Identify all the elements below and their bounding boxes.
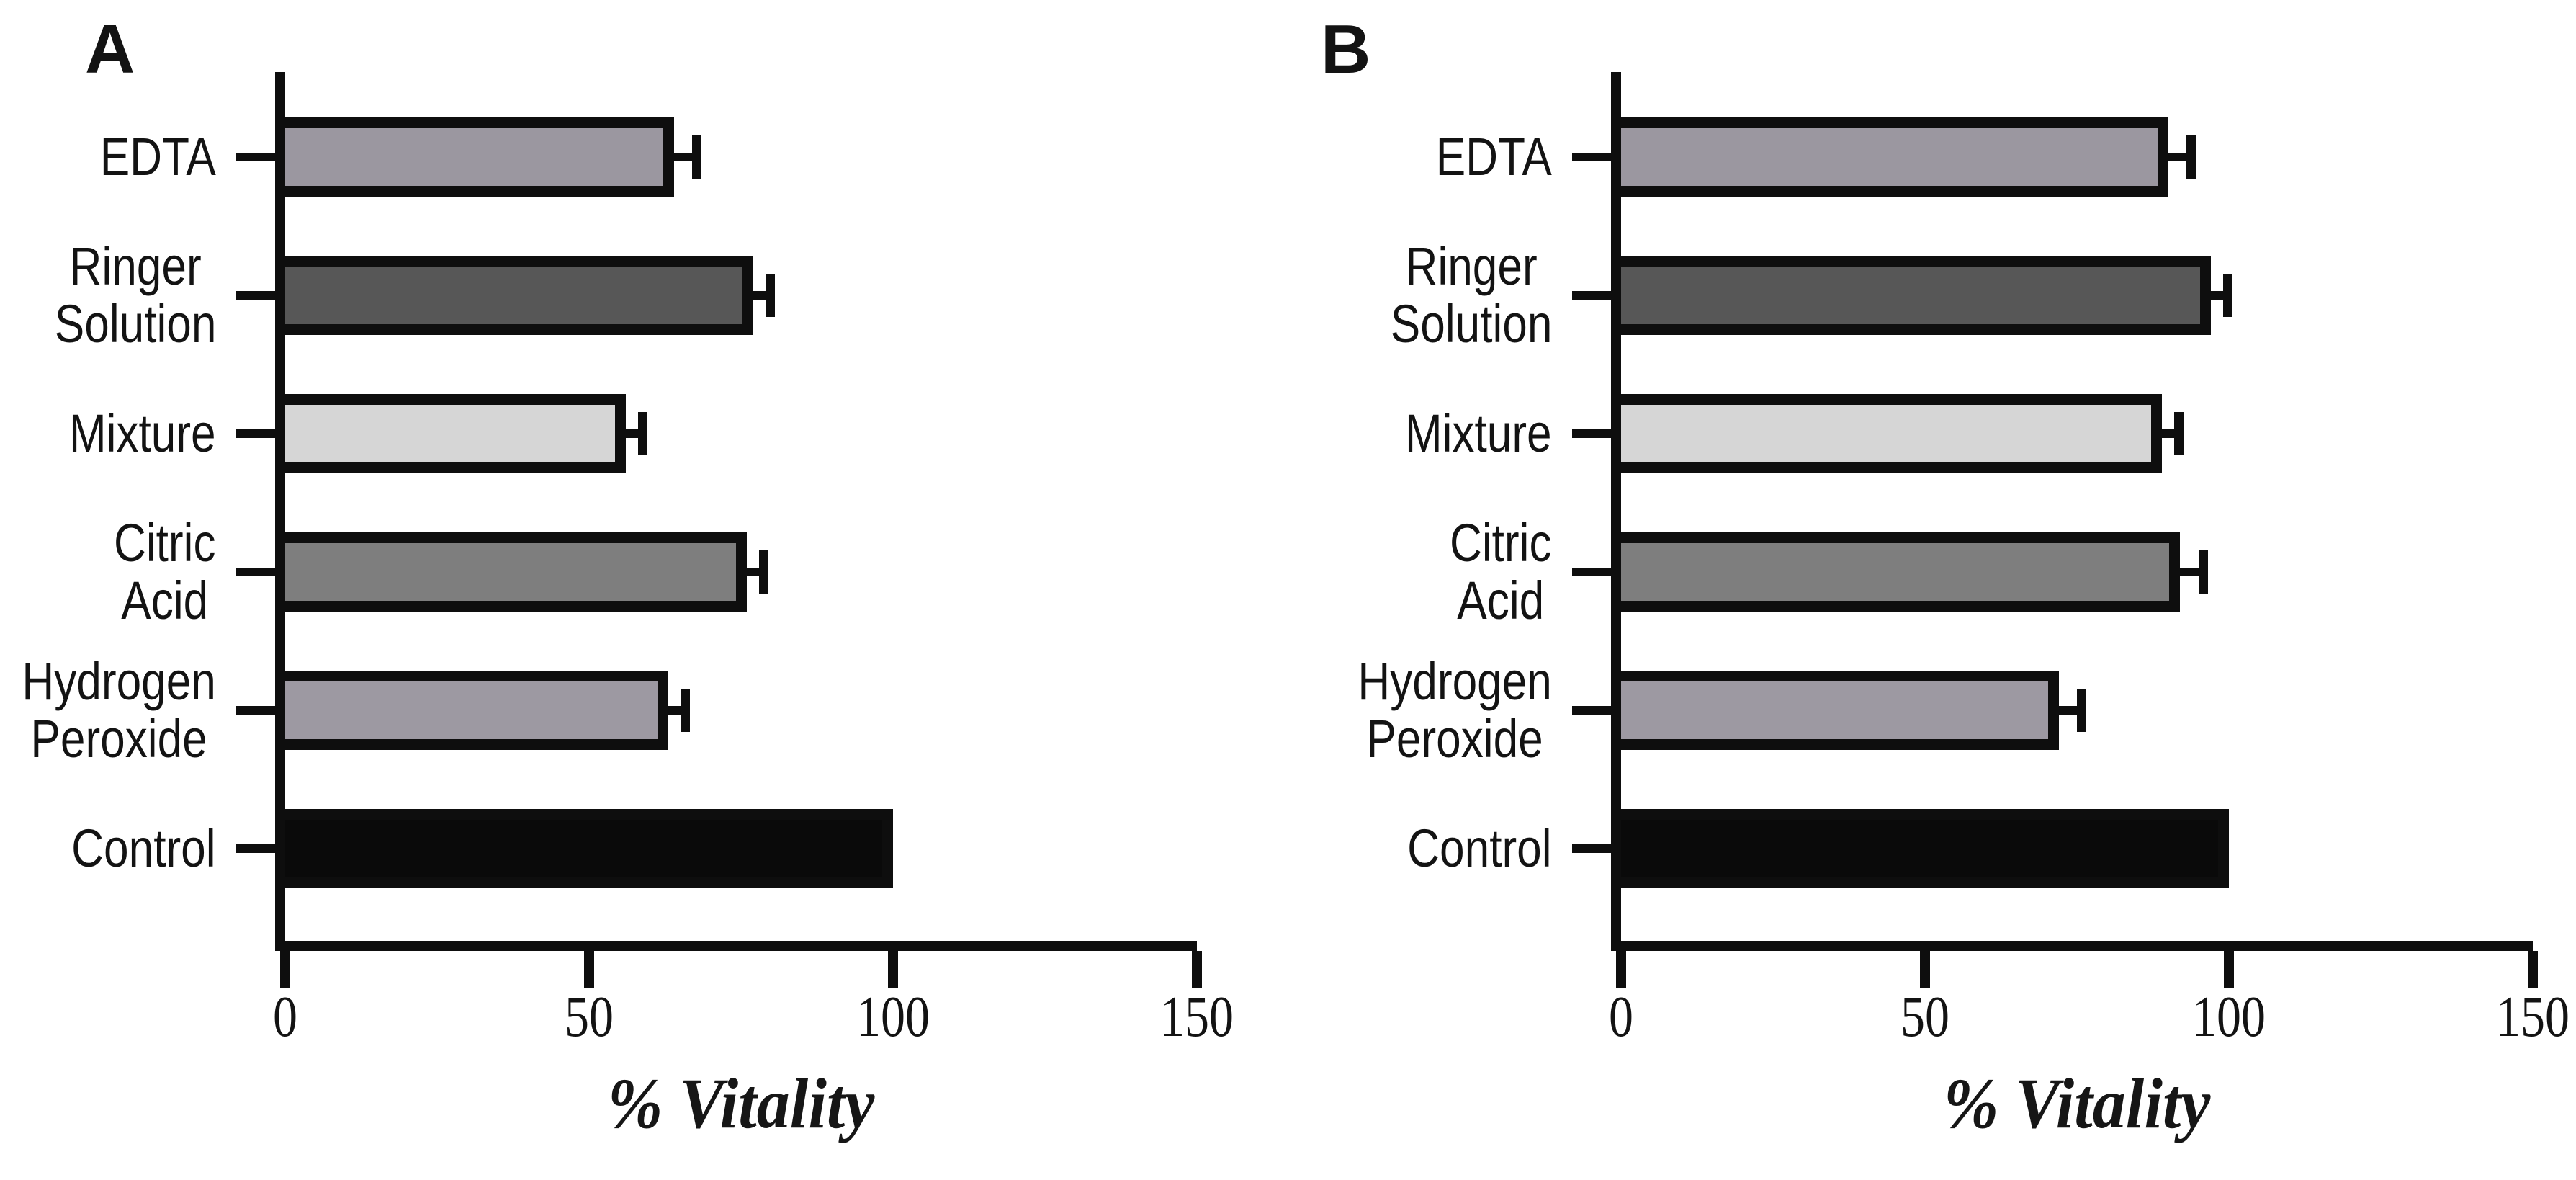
bar: [1621, 671, 2059, 750]
bar: [285, 256, 753, 335]
panel-b: B EDTA Ringer Solution Mixture Citric Ac…: [1289, 0, 2576, 1180]
bar-row: Control: [72, 779, 1197, 918]
category-tick: [1572, 706, 1611, 715]
category-label: Hydrogen Peroxide: [22, 651, 216, 769]
error-bar-cap: [692, 135, 702, 179]
category-tick: [1572, 153, 1611, 161]
bar-row: Ringer Solution: [54, 226, 1197, 365]
bar-row: Citric Acid: [114, 503, 1197, 641]
bar-row: EDTA: [100, 88, 1197, 226]
x-axis-tick-label: 150: [2496, 985, 2570, 1049]
category-tick: [1572, 291, 1611, 300]
error-bar-line: [2210, 291, 2223, 300]
bar-row: Ringer Solution: [1390, 226, 2533, 365]
category-tick: [1572, 568, 1611, 576]
x-axis-tick-label: 50: [565, 985, 614, 1049]
error-bar-line: [2058, 706, 2077, 715]
error-bar-cap: [2222, 274, 2232, 317]
category-tick: [236, 844, 275, 853]
error-bar-line: [747, 568, 760, 576]
bar-row: Mixture: [1405, 365, 2533, 503]
x-axis-tick-label: 0: [273, 985, 297, 1049]
x-axis-tick-label: 100: [2192, 985, 2266, 1049]
category-label: Hydrogen Peroxide: [1357, 651, 1552, 769]
error-bar-cap: [2174, 412, 2184, 455]
bar-row: EDTA: [1436, 88, 2533, 226]
panel-a: A EDTA Ringer Solution Mixture Citric Ac…: [22, 11, 1234, 1143]
category-tick: [236, 429, 275, 438]
error-bar-line: [2162, 429, 2175, 438]
x-axis-tick-label: 150: [1160, 985, 1234, 1049]
error-bar-line: [674, 153, 693, 161]
category-label: Mixture: [69, 403, 216, 464]
error-bar-cap: [2186, 135, 2196, 179]
bar: [1621, 809, 2229, 888]
panel-b-letter: B: [1321, 11, 1371, 88]
error-bar-line: [2168, 153, 2186, 161]
panel-a-letter: A: [85, 11, 135, 88]
category-label: Ringer Solution: [54, 236, 216, 354]
error-bar-cap: [2198, 550, 2208, 594]
bar-row: Citric Acid: [1450, 503, 2533, 641]
x-axis-tick-label: 0: [1609, 985, 1633, 1049]
x-axis-tick: [584, 951, 594, 988]
x-axis-tick: [280, 951, 290, 988]
category-tick: [236, 568, 275, 576]
error-bar-cap: [759, 550, 769, 594]
bar: [1621, 394, 2163, 473]
category-label: Ringer Solution: [1390, 236, 1552, 354]
x-axis-tick: [1192, 951, 1202, 988]
x-axis-tick-label: 100: [856, 985, 930, 1049]
category-label: Control: [71, 818, 216, 879]
category-tick: [236, 706, 275, 715]
x-axis-label: % Vitality: [1943, 1063, 2211, 1143]
rows: EDTA Ringer Solution Mixture Citric Acid…: [22, 88, 1197, 918]
bar: [285, 809, 893, 888]
category-label: Citric Acid: [114, 513, 216, 630]
error-bar-cap: [765, 274, 775, 317]
bar-row: Control: [1408, 779, 2533, 918]
x-axis-label: % Vitality: [607, 1063, 875, 1143]
error-bar-cap: [637, 412, 647, 455]
bar: [1621, 532, 2181, 612]
bar: [1621, 117, 2168, 197]
error-bar-line: [753, 291, 766, 300]
bar: [285, 117, 675, 197]
error-bar-line: [2180, 568, 2199, 576]
error-bar-line: [625, 429, 638, 438]
category-tick: [236, 291, 275, 300]
error-bar-cap: [2077, 689, 2086, 732]
x-axis-tick: [888, 951, 898, 988]
category-tick: [236, 153, 275, 161]
bar: [285, 671, 668, 750]
category-label: Control: [1407, 818, 1552, 879]
x-axis-tick-label: 50: [1900, 985, 1949, 1049]
category-label: EDTA: [1435, 127, 1552, 187]
panel-b-plot-area: EDTA Ringer Solution Mixture Citric Acid…: [1357, 72, 2570, 1143]
category-label: EDTA: [99, 127, 216, 187]
bar-row: Mixture: [69, 365, 1197, 503]
category-label: Citric Acid: [1450, 513, 1552, 630]
bar: [1621, 256, 2211, 335]
error-bar-cap: [680, 689, 690, 732]
bar: [285, 532, 748, 612]
rows: EDTA Ringer Solution Mixture Citric Acid…: [1357, 88, 2533, 918]
bar-row: Hydrogen Peroxide: [1357, 641, 2533, 779]
x-axis-tick: [1920, 951, 1930, 988]
category-tick: [1572, 429, 1611, 438]
bar: [285, 394, 626, 473]
category-label: Mixture: [1405, 403, 1552, 464]
category-tick: [1572, 844, 1611, 853]
x-axis-tick: [2528, 951, 2538, 988]
x-axis-tick: [1616, 951, 1626, 988]
x-axis-tick: [2224, 951, 2234, 988]
bar-row: Hydrogen Peroxide: [22, 641, 1197, 779]
panel-a-plot-area: EDTA Ringer Solution Mixture Citric Acid…: [22, 72, 1234, 1143]
error-bar-line: [668, 706, 681, 715]
